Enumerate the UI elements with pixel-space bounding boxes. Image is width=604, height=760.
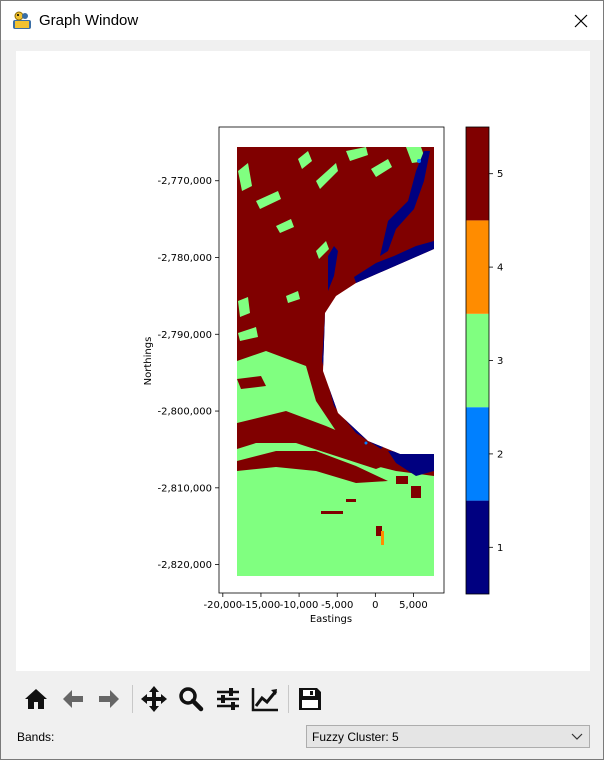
configure-subplots-button[interactable] bbox=[211, 682, 245, 716]
chevron-down-icon bbox=[571, 733, 583, 740]
close-icon bbox=[574, 14, 588, 27]
y-tick-label: -2,780,000 bbox=[157, 253, 212, 264]
x-tick-label: 5,000 bbox=[399, 600, 428, 611]
colorbar-tick-label: 5 bbox=[497, 169, 503, 180]
colorbar-segment bbox=[466, 407, 489, 501]
plot-canvas[interactable]: -20,000 -15,000 -10,000 -5,000 0 5,000 -2,770… bbox=[16, 51, 590, 671]
y-tick-label: -2,790,000 bbox=[157, 330, 212, 341]
pan-icon bbox=[141, 686, 167, 712]
y-axis-label: Northings bbox=[143, 337, 154, 386]
x-tick-label: -20,000 bbox=[204, 600, 243, 611]
save-icon bbox=[299, 688, 321, 710]
toolbar-separator bbox=[132, 685, 133, 713]
window-title: Graph Window bbox=[39, 12, 139, 29]
forward-button[interactable] bbox=[92, 682, 126, 716]
back-button[interactable] bbox=[56, 682, 90, 716]
forward-arrow-icon bbox=[99, 690, 119, 708]
colorbar-tick-label: 1 bbox=[497, 543, 503, 554]
x-tick-label: 0 bbox=[372, 600, 378, 611]
python-snake-icon bbox=[13, 11, 31, 29]
x-tick-label: -15,000 bbox=[242, 600, 281, 611]
colorbar-tick-label: 2 bbox=[497, 449, 503, 460]
edit-axis-icon bbox=[251, 688, 278, 712]
y-tick-label: -2,800,000 bbox=[157, 407, 212, 418]
colorbar-frame bbox=[465, 126, 490, 595]
bands-select-value: Fuzzy Cluster: 5 bbox=[312, 730, 399, 744]
heatmap-chart: -20,000 -15,000 -10,000 -5,000 0 5,000 -2,770… bbox=[143, 126, 503, 625]
colorbar-segment bbox=[466, 500, 489, 594]
pan-button[interactable] bbox=[137, 682, 171, 716]
zoom-icon bbox=[179, 687, 204, 712]
x-axis-label: Eastings bbox=[310, 614, 352, 625]
y-tick-label: -2,820,000 bbox=[157, 560, 212, 571]
y-tick-label: -2,810,000 bbox=[157, 483, 212, 494]
navigation-toolbar bbox=[19, 682, 339, 716]
x-tick-label: -5,000 bbox=[321, 600, 353, 611]
save-button[interactable] bbox=[293, 682, 327, 716]
toolbar-separator bbox=[288, 685, 289, 713]
close-button[interactable] bbox=[559, 1, 603, 40]
title-bar: Graph Window bbox=[1, 1, 603, 40]
back-arrow-icon bbox=[63, 690, 83, 708]
x-tick-label: -10,000 bbox=[280, 600, 319, 611]
colorbar-segment bbox=[466, 127, 489, 221]
y-axis-ticks: -2,770,000 -2,780,000 -2,790,000 -2,800,000… bbox=[157, 176, 219, 571]
colorbar-tick-label: 3 bbox=[497, 356, 503, 367]
colorbar-segment bbox=[466, 220, 489, 314]
home-button[interactable] bbox=[19, 682, 53, 716]
configure-subplots-icon bbox=[217, 688, 239, 710]
bands-label: Bands: bbox=[17, 730, 55, 744]
home-icon bbox=[25, 689, 47, 709]
x-axis-ticks: -20,000 -15,000 -10,000 -5,000 0 5,000 bbox=[204, 593, 428, 611]
edit-axis-button[interactable] bbox=[248, 682, 282, 716]
zoom-button[interactable] bbox=[174, 682, 208, 716]
bands-select[interactable]: Fuzzy Cluster: 5 bbox=[306, 725, 590, 748]
colorbar-segment bbox=[466, 313, 489, 408]
colorbar: 1 2 3 4 5 bbox=[465, 126, 503, 595]
y-tick-label: -2,770,000 bbox=[157, 176, 212, 187]
colorbar-tick-label: 4 bbox=[497, 263, 503, 274]
